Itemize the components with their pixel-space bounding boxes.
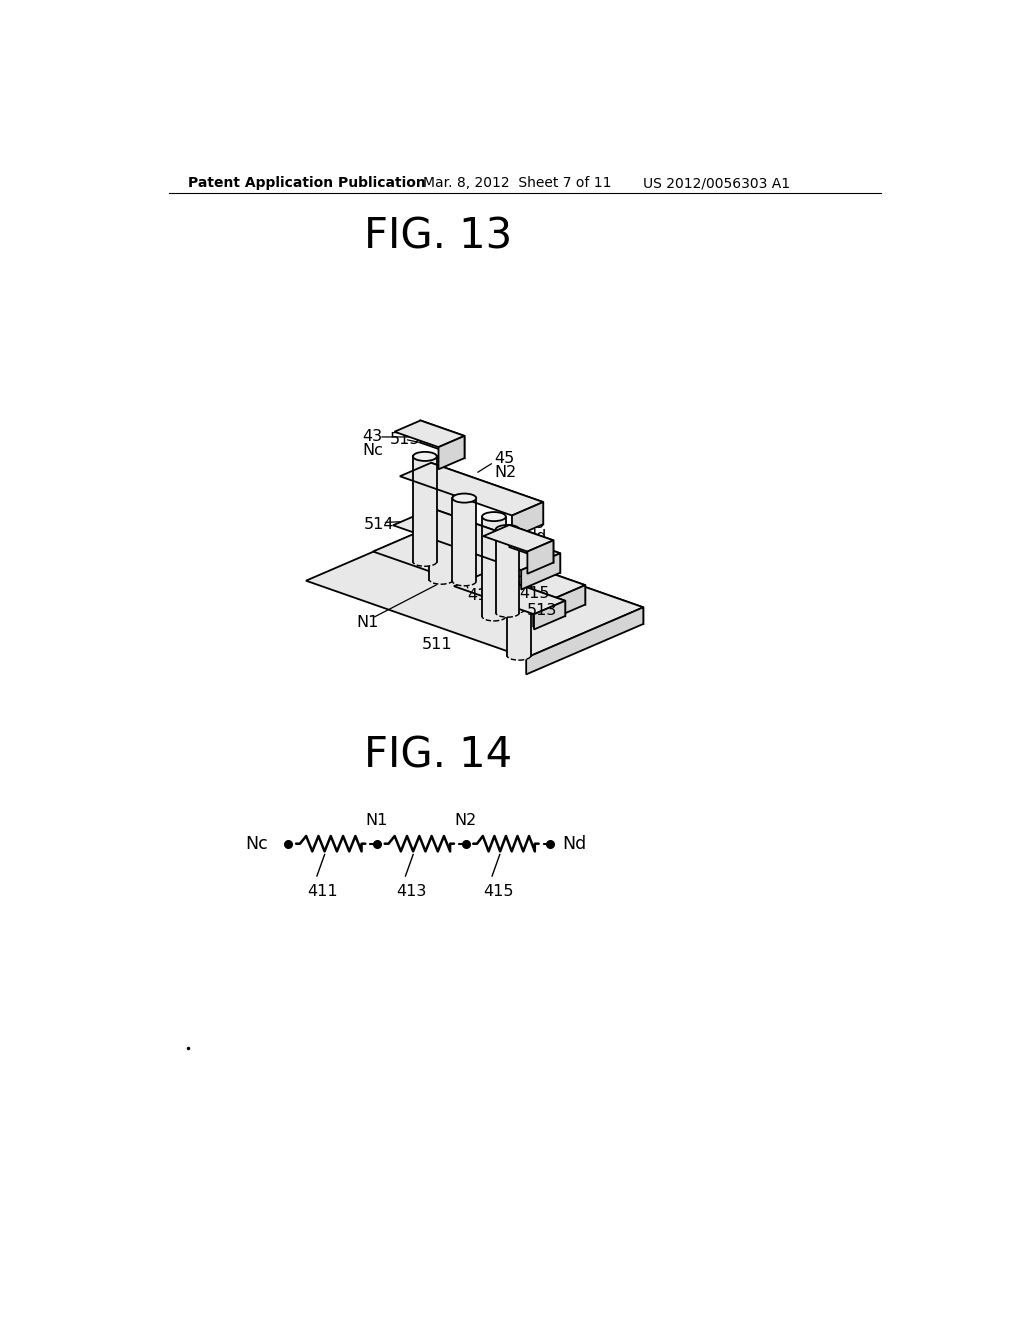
Polygon shape	[399, 463, 543, 516]
Text: 46: 46	[524, 516, 545, 531]
Ellipse shape	[413, 557, 437, 566]
Text: N2: N2	[455, 813, 476, 829]
Polygon shape	[453, 498, 476, 581]
Text: 411: 411	[308, 884, 338, 899]
Polygon shape	[507, 558, 530, 656]
Text: 514: 514	[364, 516, 394, 532]
Text: Nd: Nd	[562, 834, 586, 853]
Polygon shape	[306, 531, 643, 657]
Polygon shape	[483, 525, 553, 552]
Ellipse shape	[482, 512, 506, 521]
Polygon shape	[373, 529, 586, 607]
Ellipse shape	[507, 554, 530, 564]
Polygon shape	[393, 508, 560, 570]
Polygon shape	[534, 601, 565, 630]
Polygon shape	[512, 502, 543, 537]
Text: 415: 415	[519, 586, 550, 601]
Text: N1: N1	[356, 615, 379, 630]
Polygon shape	[423, 531, 643, 624]
Ellipse shape	[429, 475, 454, 484]
Text: 44: 44	[515, 546, 536, 561]
Polygon shape	[482, 516, 506, 616]
Text: 413: 413	[396, 884, 427, 899]
Text: 515: 515	[389, 432, 420, 446]
Polygon shape	[485, 573, 565, 616]
Polygon shape	[496, 529, 519, 612]
Polygon shape	[413, 457, 437, 562]
Polygon shape	[454, 573, 565, 614]
Ellipse shape	[496, 525, 519, 535]
Text: Patent Application Publication: Patent Application Publication	[188, 176, 426, 190]
Text: N1: N1	[366, 813, 388, 829]
Polygon shape	[438, 436, 465, 470]
Polygon shape	[527, 540, 553, 574]
Ellipse shape	[413, 451, 437, 461]
Text: FIG. 13: FIG. 13	[365, 216, 513, 257]
Text: Nc: Nc	[362, 442, 383, 458]
Text: Nc: Nc	[245, 834, 267, 853]
Text: 511: 511	[422, 638, 453, 652]
Ellipse shape	[453, 577, 476, 586]
Polygon shape	[429, 480, 454, 579]
Text: 516: 516	[431, 498, 462, 513]
Text: 413: 413	[490, 574, 521, 589]
Text: N2: N2	[495, 465, 517, 479]
Polygon shape	[431, 463, 543, 524]
Polygon shape	[421, 421, 465, 458]
Polygon shape	[534, 585, 586, 627]
Text: 513: 513	[526, 603, 557, 618]
Text: 415: 415	[483, 884, 513, 899]
Ellipse shape	[482, 612, 506, 620]
Text: FIG. 14: FIG. 14	[365, 734, 513, 776]
Text: US 2012/0056303 A1: US 2012/0056303 A1	[643, 176, 790, 190]
Polygon shape	[394, 421, 465, 447]
Text: Mar. 8, 2012  Sheet 7 of 11: Mar. 8, 2012 Sheet 7 of 11	[423, 176, 611, 190]
Polygon shape	[526, 607, 643, 675]
Ellipse shape	[496, 609, 519, 618]
Text: 45: 45	[495, 451, 515, 466]
Polygon shape	[432, 508, 560, 573]
Text: 512: 512	[503, 565, 534, 581]
Text: 43: 43	[362, 429, 382, 445]
Polygon shape	[521, 553, 560, 590]
Ellipse shape	[507, 651, 530, 660]
Polygon shape	[425, 529, 586, 605]
Text: Nd: Nd	[524, 528, 547, 544]
Ellipse shape	[453, 494, 476, 503]
Ellipse shape	[429, 576, 454, 585]
Polygon shape	[509, 525, 553, 562]
Text: 411: 411	[467, 589, 498, 603]
